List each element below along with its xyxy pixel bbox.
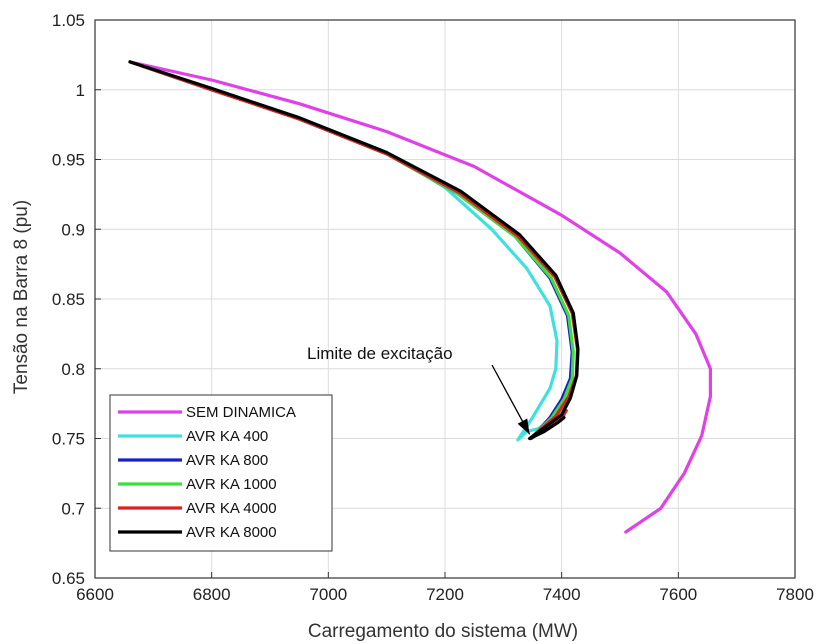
x-axis-label: Carregamento do sistema (MW) (308, 621, 578, 642)
x-tick-label: 6600 (76, 585, 114, 604)
legend-label: AVR KA 400 (186, 428, 268, 445)
x-tick-label: 7600 (659, 585, 697, 604)
legend: SEM DINAMICA AVR KA 400 AVR KA 800 AVR KA 1… (109, 394, 333, 552)
x-tick-label: 7200 (426, 585, 464, 604)
legend-label: AVR KA 8000 (186, 524, 277, 541)
annotation-text: Limite de excitação (307, 344, 453, 363)
y-axis-label: Tensão na Barra 8 (pu) (11, 200, 32, 394)
legend-label: SEM DINAMICA (186, 404, 296, 421)
y-tick-label: 0.65 (52, 569, 85, 588)
series-line (128, 60, 712, 534)
y-tick-label: 0.95 (52, 151, 85, 170)
x-tick-label: 7800 (776, 585, 814, 604)
annotation-arrow-head (517, 418, 530, 435)
legend-box (109, 394, 333, 552)
series-lines (128, 60, 712, 534)
legend-label: AVR KA 800 (186, 452, 268, 469)
legend-label: AVR KA 1000 (186, 476, 277, 493)
y-tick-label: 0.7 (61, 499, 85, 518)
series-line (128, 60, 580, 441)
x-tick-label: 7400 (543, 585, 581, 604)
y-tick-label: 0.85 (52, 290, 85, 309)
ticks: 6600 6800 7000 7200 7400 7600 7800 0.65 0.7 0.75 0… (52, 11, 814, 604)
y-tick-label: 0.75 (52, 430, 85, 449)
legend-label: AVR KA 4000 (186, 500, 277, 517)
y-tick-label: 1 (76, 81, 85, 100)
x-tick-label: 6800 (193, 585, 231, 604)
annotation: Limite de excitação (307, 344, 531, 435)
x-tick-label: 7000 (309, 585, 347, 604)
y-tick-label: 0.8 (61, 360, 85, 379)
y-tick-label: 0.9 (61, 220, 85, 239)
y-tick-label: 1.05 (52, 11, 85, 30)
